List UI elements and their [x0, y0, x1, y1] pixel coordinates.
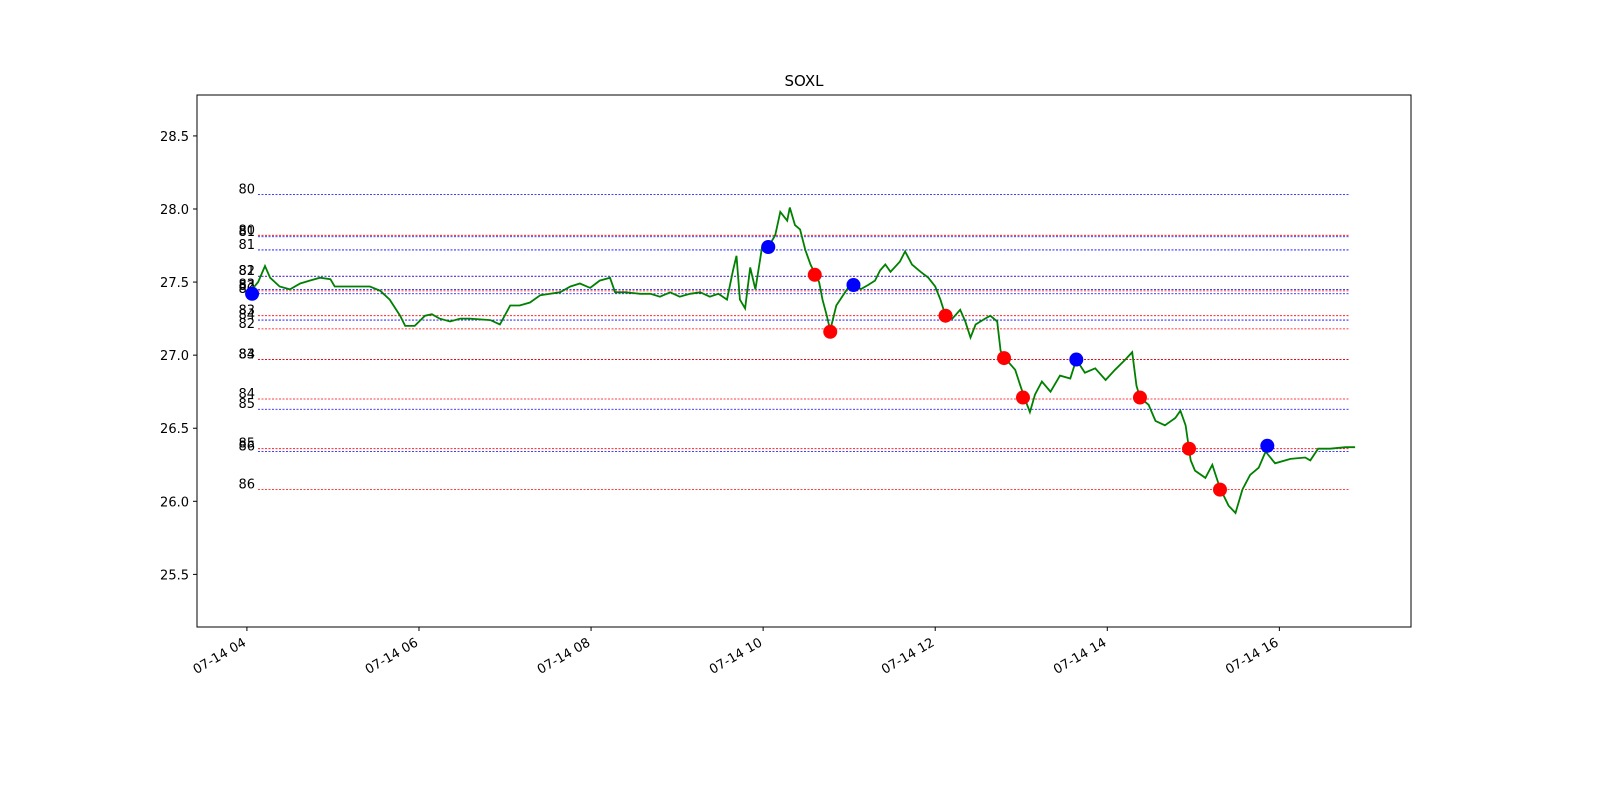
- signal-point: [997, 351, 1012, 366]
- price-line: [248, 207, 1356, 515]
- signal-point: [938, 308, 953, 323]
- y-tick-label: 25.5: [160, 568, 189, 583]
- y-tick-label: 28.0: [160, 203, 189, 218]
- level-label: 83: [238, 348, 255, 363]
- level-label: 84: [238, 387, 255, 402]
- signal-point: [807, 267, 822, 282]
- level-label: 80: [238, 223, 255, 238]
- y-tick-label: 27.0: [160, 349, 189, 364]
- signal-point: [1015, 390, 1030, 405]
- y-tick-label: 28.5: [160, 130, 189, 145]
- signal-point: [761, 240, 776, 254]
- level-label: 86: [238, 440, 255, 455]
- level-label: 86: [238, 478, 255, 493]
- level-label: 84: [238, 348, 255, 363]
- level-label: 81: [238, 238, 255, 253]
- signal-point: [1260, 438, 1275, 453]
- y-tick-label: 27.5: [160, 276, 189, 291]
- signal-point: [1069, 352, 1084, 367]
- plot-frame: [196, 94, 1412, 628]
- level-label: 80: [238, 182, 255, 197]
- signal-point: [1182, 441, 1197, 456]
- y-tick-label: 26.0: [160, 495, 189, 510]
- signal-point: [1132, 390, 1147, 405]
- y-tick-label: 26.5: [160, 422, 189, 437]
- level-label: 84: [238, 308, 255, 323]
- level-label: 83: [238, 304, 255, 319]
- level-label: 85: [238, 437, 255, 452]
- level-label: 82: [238, 264, 255, 279]
- level-label: 85: [238, 397, 255, 412]
- signal-point: [245, 286, 260, 301]
- signal-point: [823, 324, 838, 339]
- level-label: 81: [238, 225, 255, 240]
- signal-point: [846, 278, 861, 292]
- level-label: 82: [238, 317, 255, 332]
- signal-point: [1212, 482, 1227, 497]
- level-label: 81: [238, 264, 255, 279]
- chart-title: SOXL: [784, 72, 824, 90]
